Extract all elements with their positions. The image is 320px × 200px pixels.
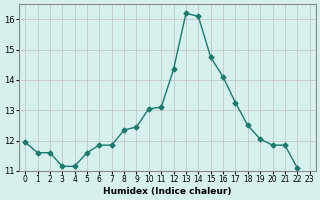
X-axis label: Humidex (Indice chaleur): Humidex (Indice chaleur) [103,187,232,196]
